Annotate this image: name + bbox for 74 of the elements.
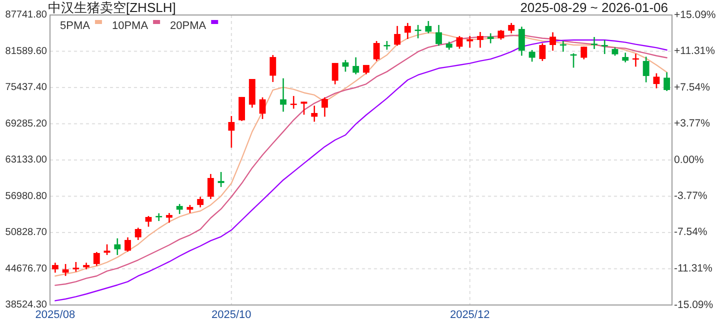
candlestick xyxy=(477,31,484,48)
candlestick xyxy=(518,26,525,56)
candlestick xyxy=(300,101,308,116)
x-tick-label: 2025/12 xyxy=(450,309,490,320)
candlestick xyxy=(207,173,214,200)
y2-tick-label: -15.09% xyxy=(674,298,714,311)
candlestick xyxy=(332,62,338,85)
candlestick xyxy=(580,46,588,60)
candlestick xyxy=(176,203,183,215)
candlestick xyxy=(124,236,131,252)
x-tick-label: 2025/08 xyxy=(35,309,76,320)
candlestick xyxy=(156,212,162,222)
candlestick xyxy=(259,96,266,120)
y-tick-label: 63133.00 xyxy=(5,154,48,166)
candlestick xyxy=(591,36,598,50)
candlestick xyxy=(93,251,100,266)
y2-tick-label: -11.31% xyxy=(674,262,712,274)
candlestick xyxy=(528,49,536,62)
candlestick xyxy=(642,56,650,83)
candlestick xyxy=(311,105,318,122)
candlestick xyxy=(342,59,349,72)
candlestick xyxy=(425,20,432,34)
y-tick-label: 81589.60 xyxy=(5,46,48,57)
legend-label: 20PMA xyxy=(170,20,207,32)
candlestick xyxy=(228,115,235,148)
candlestick xyxy=(270,54,276,83)
candlestick xyxy=(62,263,69,277)
candlestick xyxy=(622,52,629,63)
candlestick xyxy=(550,32,556,52)
y2-tick-label: +15.09% xyxy=(674,8,716,21)
legend-label: 5PMA xyxy=(60,20,91,32)
candlestick xyxy=(166,212,172,224)
y2-tick-label: +3.77% xyxy=(674,118,710,130)
chart-subtitle: 2025-08-29 ~ 2026-01-06 xyxy=(520,0,668,15)
candlestick xyxy=(404,22,411,40)
legend-label: 10PMA xyxy=(112,20,149,32)
y-tick-label: 56980.80 xyxy=(5,190,48,202)
y2-tick-label: 0.00% xyxy=(674,154,704,166)
candlestick xyxy=(653,72,660,89)
y-tick-label: 38524.30 xyxy=(5,300,48,311)
y-tick-label: 75437.40 xyxy=(5,82,48,94)
candlestick xyxy=(664,72,670,92)
candlestick xyxy=(290,95,297,110)
candlestick xyxy=(373,40,380,62)
y2-tick-label: -3.77% xyxy=(674,190,708,202)
candlestick xyxy=(218,171,224,188)
y2-tick-label: +7.54% xyxy=(674,81,710,94)
y-tick-label: 50828.70 xyxy=(5,227,48,238)
x-tick-label: 2025/10 xyxy=(212,309,252,320)
y2-tick-label: +11.31% xyxy=(674,45,715,58)
candlestick xyxy=(280,78,286,112)
candlestick xyxy=(414,24,422,39)
candlestick xyxy=(72,261,80,272)
candlestick xyxy=(601,39,608,55)
candlestick xyxy=(134,227,142,241)
y2-tick-label: -7.54% xyxy=(674,226,708,238)
candlestick xyxy=(197,196,204,208)
candlestick xyxy=(322,96,328,118)
candlestick xyxy=(52,262,58,274)
candlestick xyxy=(487,32,494,44)
chart-title: 中汉生猪卖空[ZHSLH] xyxy=(48,0,176,15)
candlestick xyxy=(114,238,121,256)
y-tick-label: 44676.70 xyxy=(5,263,48,274)
candlestick xyxy=(466,35,474,48)
y-tick-label: 69285.20 xyxy=(5,118,48,130)
candlestick xyxy=(436,24,442,46)
candlestick xyxy=(539,42,546,62)
candlestick xyxy=(394,25,400,46)
candlestick xyxy=(352,56,360,75)
y-tick-label: 87741.80 xyxy=(5,10,48,21)
candlestick xyxy=(238,96,245,122)
candlestick xyxy=(498,29,504,40)
candlestick xyxy=(508,22,515,34)
candlestick xyxy=(104,244,110,256)
